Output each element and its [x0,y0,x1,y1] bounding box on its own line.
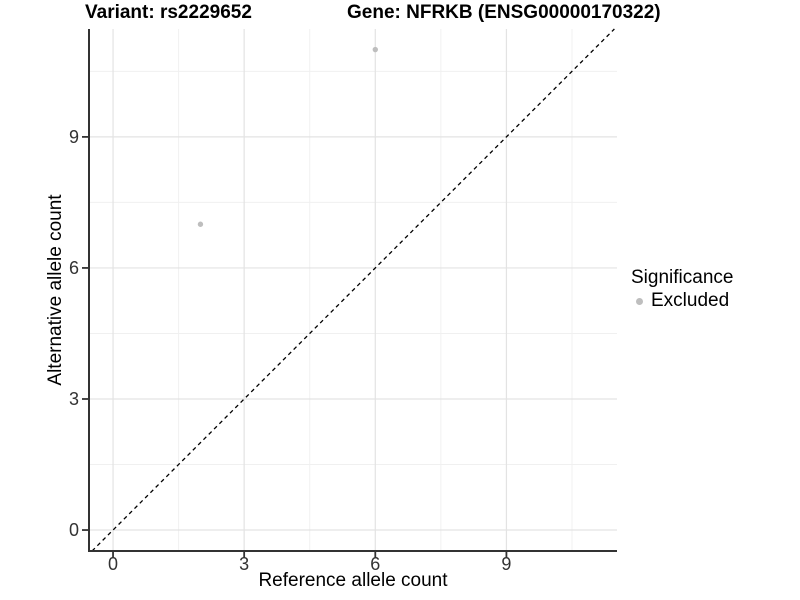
legend-item-excluded: Excluded [636,290,733,312]
legend-title: Significance [631,267,734,288]
excluded-point-icon [636,297,643,305]
y-tick-label: 6 [69,258,79,278]
identity-reference-line [91,28,615,552]
x-axis-title: Reference allele count [258,570,448,591]
x-tick-label: 9 [501,554,511,574]
y-tick-label: 9 [69,127,79,147]
gene-title: Gene: NFRKB (ENSG00000170322) [347,2,661,23]
x-tick-label: 3 [239,554,249,574]
data-point[interactable] [197,221,204,227]
variant-title: Variant: rs2229652 [85,2,252,23]
x-tick-label: 0 [108,554,118,574]
legend: Significance Excluded [631,267,733,312]
y-tick-label: 3 [69,389,79,409]
legend-item-label: Excluded [651,290,730,311]
y-tick-label: 0 [69,520,79,540]
x-tick-label: 6 [370,554,380,574]
data-point[interactable] [372,46,378,53]
y-axis-title: Alternative allele count [45,194,66,386]
